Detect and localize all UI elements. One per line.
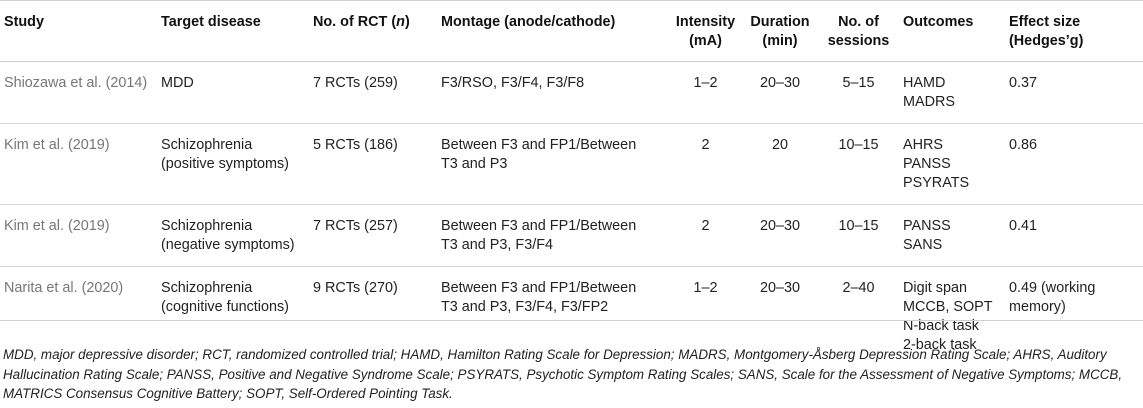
- cell-disease-line: (positive symptoms): [161, 156, 289, 172]
- table-header-row: Study Target disease No. of RCT (n) Mont…: [0, 0, 1143, 62]
- cell-disease-line: Schizophrenia: [161, 137, 253, 153]
- cell-outcome-line: N-back task: [903, 318, 979, 334]
- cell-study: Kim et al. (2019): [0, 123, 157, 205]
- cell-rct: 5 RCTs (186): [309, 123, 437, 205]
- cell-rct: 7 RCTs (259): [309, 61, 437, 124]
- header-sessions-line: No. of: [838, 14, 879, 30]
- cell-outcome-line: 2-back task: [903, 337, 977, 353]
- cell-intensity: 1–2: [669, 61, 742, 124]
- cell-outcome-line: PSYRATS: [903, 175, 970, 191]
- header-no-of-rct-n: n: [396, 14, 405, 30]
- summary-table-container: Study Target disease No. of RCT (n) Mont…: [0, 0, 1143, 367]
- cell-effect-size: 0.41: [1005, 204, 1143, 267]
- header-intensity-line: (mA): [689, 33, 722, 49]
- cell-disease-line: (negative symptoms): [161, 237, 295, 253]
- cell-effect-line: 0.37: [1009, 75, 1038, 91]
- header-duration-line: Duration: [750, 14, 810, 30]
- cell-duration: 20: [742, 123, 818, 205]
- header-study: Study: [0, 0, 157, 62]
- cell-intensity: 2: [669, 204, 742, 267]
- cell-rct: 9 RCTs (270): [313, 280, 398, 296]
- header-no-of-rct-prefix: No. of RCT (: [313, 14, 397, 30]
- header-no-of-rct: No. of RCT (n): [309, 0, 437, 62]
- cell-montage: Between F3 and FP1/Between T3 and P3: [437, 123, 669, 205]
- header-sessions: No. of sessions: [818, 0, 899, 62]
- cell-outcome-line: MADRS: [903, 94, 955, 110]
- cell-study: Shiozawa et al. (2014): [0, 61, 157, 124]
- cell-montage: Between F3 and FP1/Between T3 and P3, F3…: [437, 267, 669, 367]
- cell-disease-line: MDD: [161, 75, 194, 91]
- header-duration-line: (min): [762, 33, 798, 49]
- cell-montage-line: Between F3 and FP1/Between: [441, 280, 637, 296]
- cell-montage: Between F3 and FP1/Between T3 and P3, F3…: [437, 204, 669, 267]
- cell-study: Kim et al. (2019): [0, 204, 157, 267]
- cell-outcome-line: Digit span: [903, 280, 967, 296]
- cell-sessions: 5–15: [818, 61, 899, 124]
- cell-disease-line: (cognitive functions): [161, 299, 289, 315]
- cell-effect-line: 0.86: [1009, 137, 1038, 153]
- cell-montage-line: T3 and P3, F3/F4, F3/FP2: [441, 299, 609, 315]
- cell-intensity: 1–2: [693, 280, 718, 296]
- cell-duration: 20–30: [742, 61, 818, 124]
- table-footnote: MDD, major depressive disorder; RCT, ran…: [3, 347, 1123, 401]
- cell-disease: Schizophrenia (negative symptoms): [157, 204, 309, 267]
- header-intensity: Intensity (mA): [669, 0, 742, 62]
- cell-outcome-line: SANS: [903, 237, 943, 253]
- cell-outcomes: HAMD MADRS: [899, 61, 1005, 124]
- cell-outcomes: PANSS SANS: [899, 204, 1005, 267]
- header-effect-size-line: (Hedges’g): [1009, 33, 1084, 49]
- header-duration: Duration (min): [742, 0, 818, 62]
- table-row: Kim et al. (2019) Schizophrenia (negativ…: [0, 204, 1143, 267]
- meta-analysis-table: Study Target disease No. of RCT (n) Mont…: [0, 0, 1143, 367]
- cell-montage-line: Between F3 and FP1/Between: [441, 137, 637, 153]
- cell-disease-line: Schizophrenia: [161, 218, 253, 234]
- cell-outcomes: Digit span MCCB, SOPT N-back task 2-back…: [899, 267, 1005, 367]
- cell-rct: 7 RCTs (257): [309, 204, 437, 267]
- cell-sessions: 2–40: [842, 280, 875, 296]
- header-effect-size: Effect size (Hedges’g): [1005, 0, 1143, 62]
- table-row: Kim et al. (2019) Schizophrenia (positiv…: [0, 123, 1143, 205]
- cell-effect-size: 0.49 (working memory): [1005, 267, 1143, 367]
- cell-duration: 20–30: [742, 204, 818, 267]
- cell-montage: F3/RSO, F3/F4, F3/F8: [437, 61, 669, 124]
- cell-effect-line: 0.49 (working: [1009, 280, 1096, 296]
- cell-intensity: 2: [669, 123, 742, 205]
- header-effect-size-line: Effect size: [1009, 14, 1081, 30]
- cell-outcomes: AHRS PANSS PSYRATS: [899, 123, 1005, 205]
- table-row: Narita et al. (2020) Schizophrenia (cogn…: [0, 267, 1143, 367]
- cell-sessions: 10–15: [818, 123, 899, 205]
- header-target-disease: Target disease: [157, 0, 309, 62]
- cell-outcome-line: MCCB, SOPT: [903, 299, 993, 315]
- cell-montage-line: F3/RSO, F3/F4, F3/F8: [441, 75, 585, 91]
- cell-montage-line: T3 and P3: [441, 156, 508, 172]
- header-montage: Montage (anode/cathode): [437, 0, 669, 62]
- cell-disease: Schizophrenia (cognitive functions): [157, 267, 309, 367]
- cell-montage-line: Between F3 and FP1/Between: [441, 218, 637, 234]
- cell-effect-line: 0.41: [1009, 218, 1038, 234]
- header-intensity-line: Intensity: [675, 14, 736, 30]
- cell-sessions: 10–15: [818, 204, 899, 267]
- cell-montage-line: T3 and P3, F3/F4: [441, 237, 553, 253]
- cell-effect-size: 0.37: [1005, 61, 1143, 124]
- header-no-of-rct-suffix: ): [404, 14, 410, 30]
- table-row: Shiozawa et al. (2014) MDD 7 RCTs (259) …: [0, 61, 1143, 124]
- cell-disease: Schizophrenia (positive symptoms): [157, 123, 309, 205]
- cell-disease-line: Schizophrenia: [161, 280, 253, 296]
- cell-effect-line: memory): [1009, 299, 1066, 315]
- cell-duration: 20–30: [759, 280, 801, 296]
- cell-disease: MDD: [157, 61, 309, 124]
- cell-outcome-line: HAMD: [903, 75, 946, 91]
- header-outcomes: Outcomes: [899, 0, 1005, 62]
- cell-outcome-line: PANSS: [903, 218, 951, 234]
- cell-effect-size: 0.86: [1005, 123, 1143, 205]
- header-sessions-line: sessions: [827, 33, 890, 49]
- cell-outcome-line: AHRS: [903, 137, 943, 153]
- table-bottom-rule: [0, 320, 1143, 321]
- cell-outcome-line: PANSS: [903, 156, 951, 172]
- cell-study: Narita et al. (2020): [4, 280, 124, 296]
